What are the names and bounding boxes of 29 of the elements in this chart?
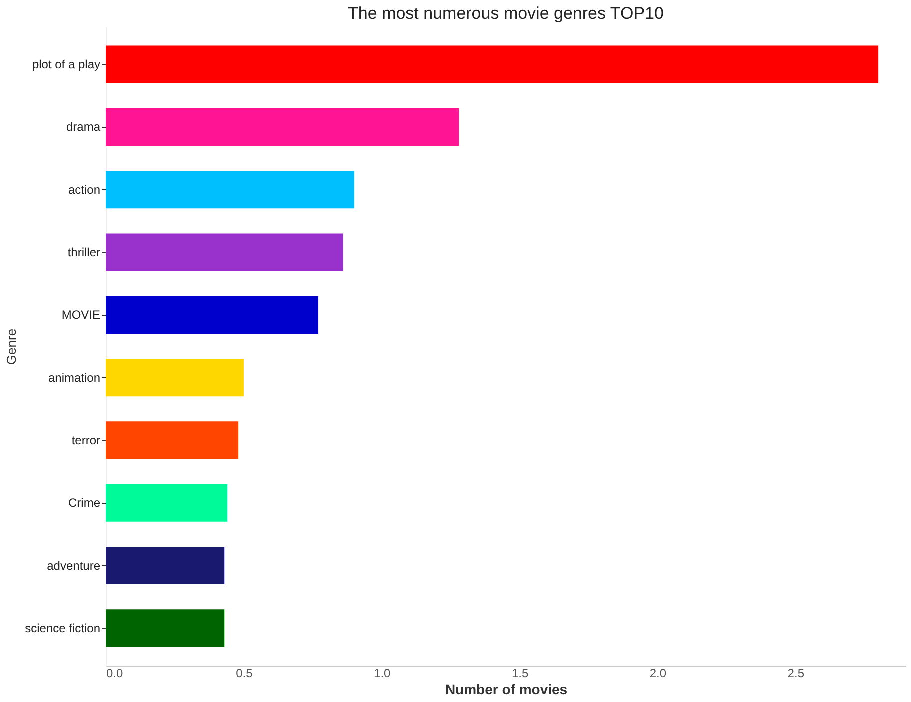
- bar: [106, 546, 225, 585]
- bar: [106, 484, 228, 522]
- bar: [106, 171, 354, 209]
- y-axis-title: Genre: [4, 328, 20, 366]
- bar: [106, 296, 318, 334]
- y-tick-label: plot of a play: [32, 58, 100, 72]
- x-tick-label: 1.0: [374, 666, 392, 680]
- x-tick-label: 2.0: [650, 666, 667, 680]
- bar: [106, 234, 344, 272]
- x-tick-label: 0.5: [236, 666, 254, 680]
- y-tick-label: terror: [72, 433, 100, 448]
- y-tick-label: drama: [66, 120, 101, 134]
- bar: [106, 422, 238, 460]
- x-tick-label: 0.0: [106, 666, 124, 680]
- x-axis-title: Number of movies: [445, 682, 568, 698]
- bar: [106, 108, 460, 146]
- bar: [106, 359, 244, 397]
- y-tick-label: thriller: [68, 246, 101, 260]
- y-tick-label: animation: [48, 370, 100, 385]
- bar: [106, 610, 225, 648]
- y-tick-label: Crime: [68, 496, 101, 510]
- x-tick-label: 1.5: [512, 666, 529, 680]
- y-tick-label: MOVIE: [62, 308, 100, 322]
- y-tick-label: action: [68, 182, 100, 197]
- y-tick-label: science fiction: [25, 621, 100, 636]
- bar: [106, 46, 878, 84]
- x-tick-label: 2.5: [788, 666, 805, 680]
- y-tick-label: adventure: [47, 558, 101, 573]
- chart-title: The most numerous movie genres TOP10: [348, 4, 664, 23]
